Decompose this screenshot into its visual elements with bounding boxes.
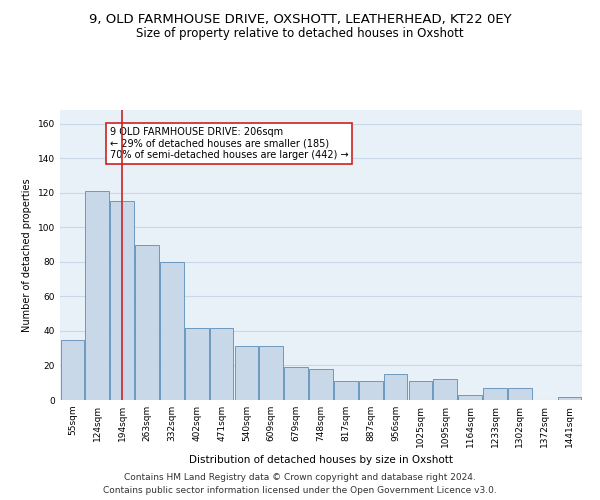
Text: 9 OLD FARMHOUSE DRIVE: 206sqm
← 29% of detached houses are smaller (185)
70% of : 9 OLD FARMHOUSE DRIVE: 206sqm ← 29% of d…	[110, 128, 349, 160]
Bar	[284, 367, 308, 400]
Text: Size of property relative to detached houses in Oxshott: Size of property relative to detached ho…	[136, 28, 464, 40]
Bar	[309, 369, 333, 400]
Bar	[210, 328, 233, 400]
Bar	[433, 380, 457, 400]
Bar	[235, 346, 258, 400]
Bar	[110, 202, 134, 400]
Bar	[508, 388, 532, 400]
Bar	[359, 381, 383, 400]
Text: 9, OLD FARMHOUSE DRIVE, OXSHOTT, LEATHERHEAD, KT22 0EY: 9, OLD FARMHOUSE DRIVE, OXSHOTT, LEATHER…	[89, 12, 511, 26]
Bar	[185, 328, 209, 400]
Y-axis label: Number of detached properties: Number of detached properties	[22, 178, 32, 332]
Bar	[558, 396, 581, 400]
Text: Contains HM Land Registry data © Crown copyright and database right 2024.
Contai: Contains HM Land Registry data © Crown c…	[103, 474, 497, 495]
Bar	[458, 395, 482, 400]
Bar	[85, 191, 109, 400]
Bar	[483, 388, 507, 400]
X-axis label: Distribution of detached houses by size in Oxshott: Distribution of detached houses by size …	[189, 456, 453, 466]
Bar	[334, 381, 358, 400]
Bar	[384, 374, 407, 400]
Bar	[409, 381, 432, 400]
Bar	[135, 244, 159, 400]
Bar	[61, 340, 84, 400]
Bar	[259, 346, 283, 400]
Bar	[160, 262, 184, 400]
